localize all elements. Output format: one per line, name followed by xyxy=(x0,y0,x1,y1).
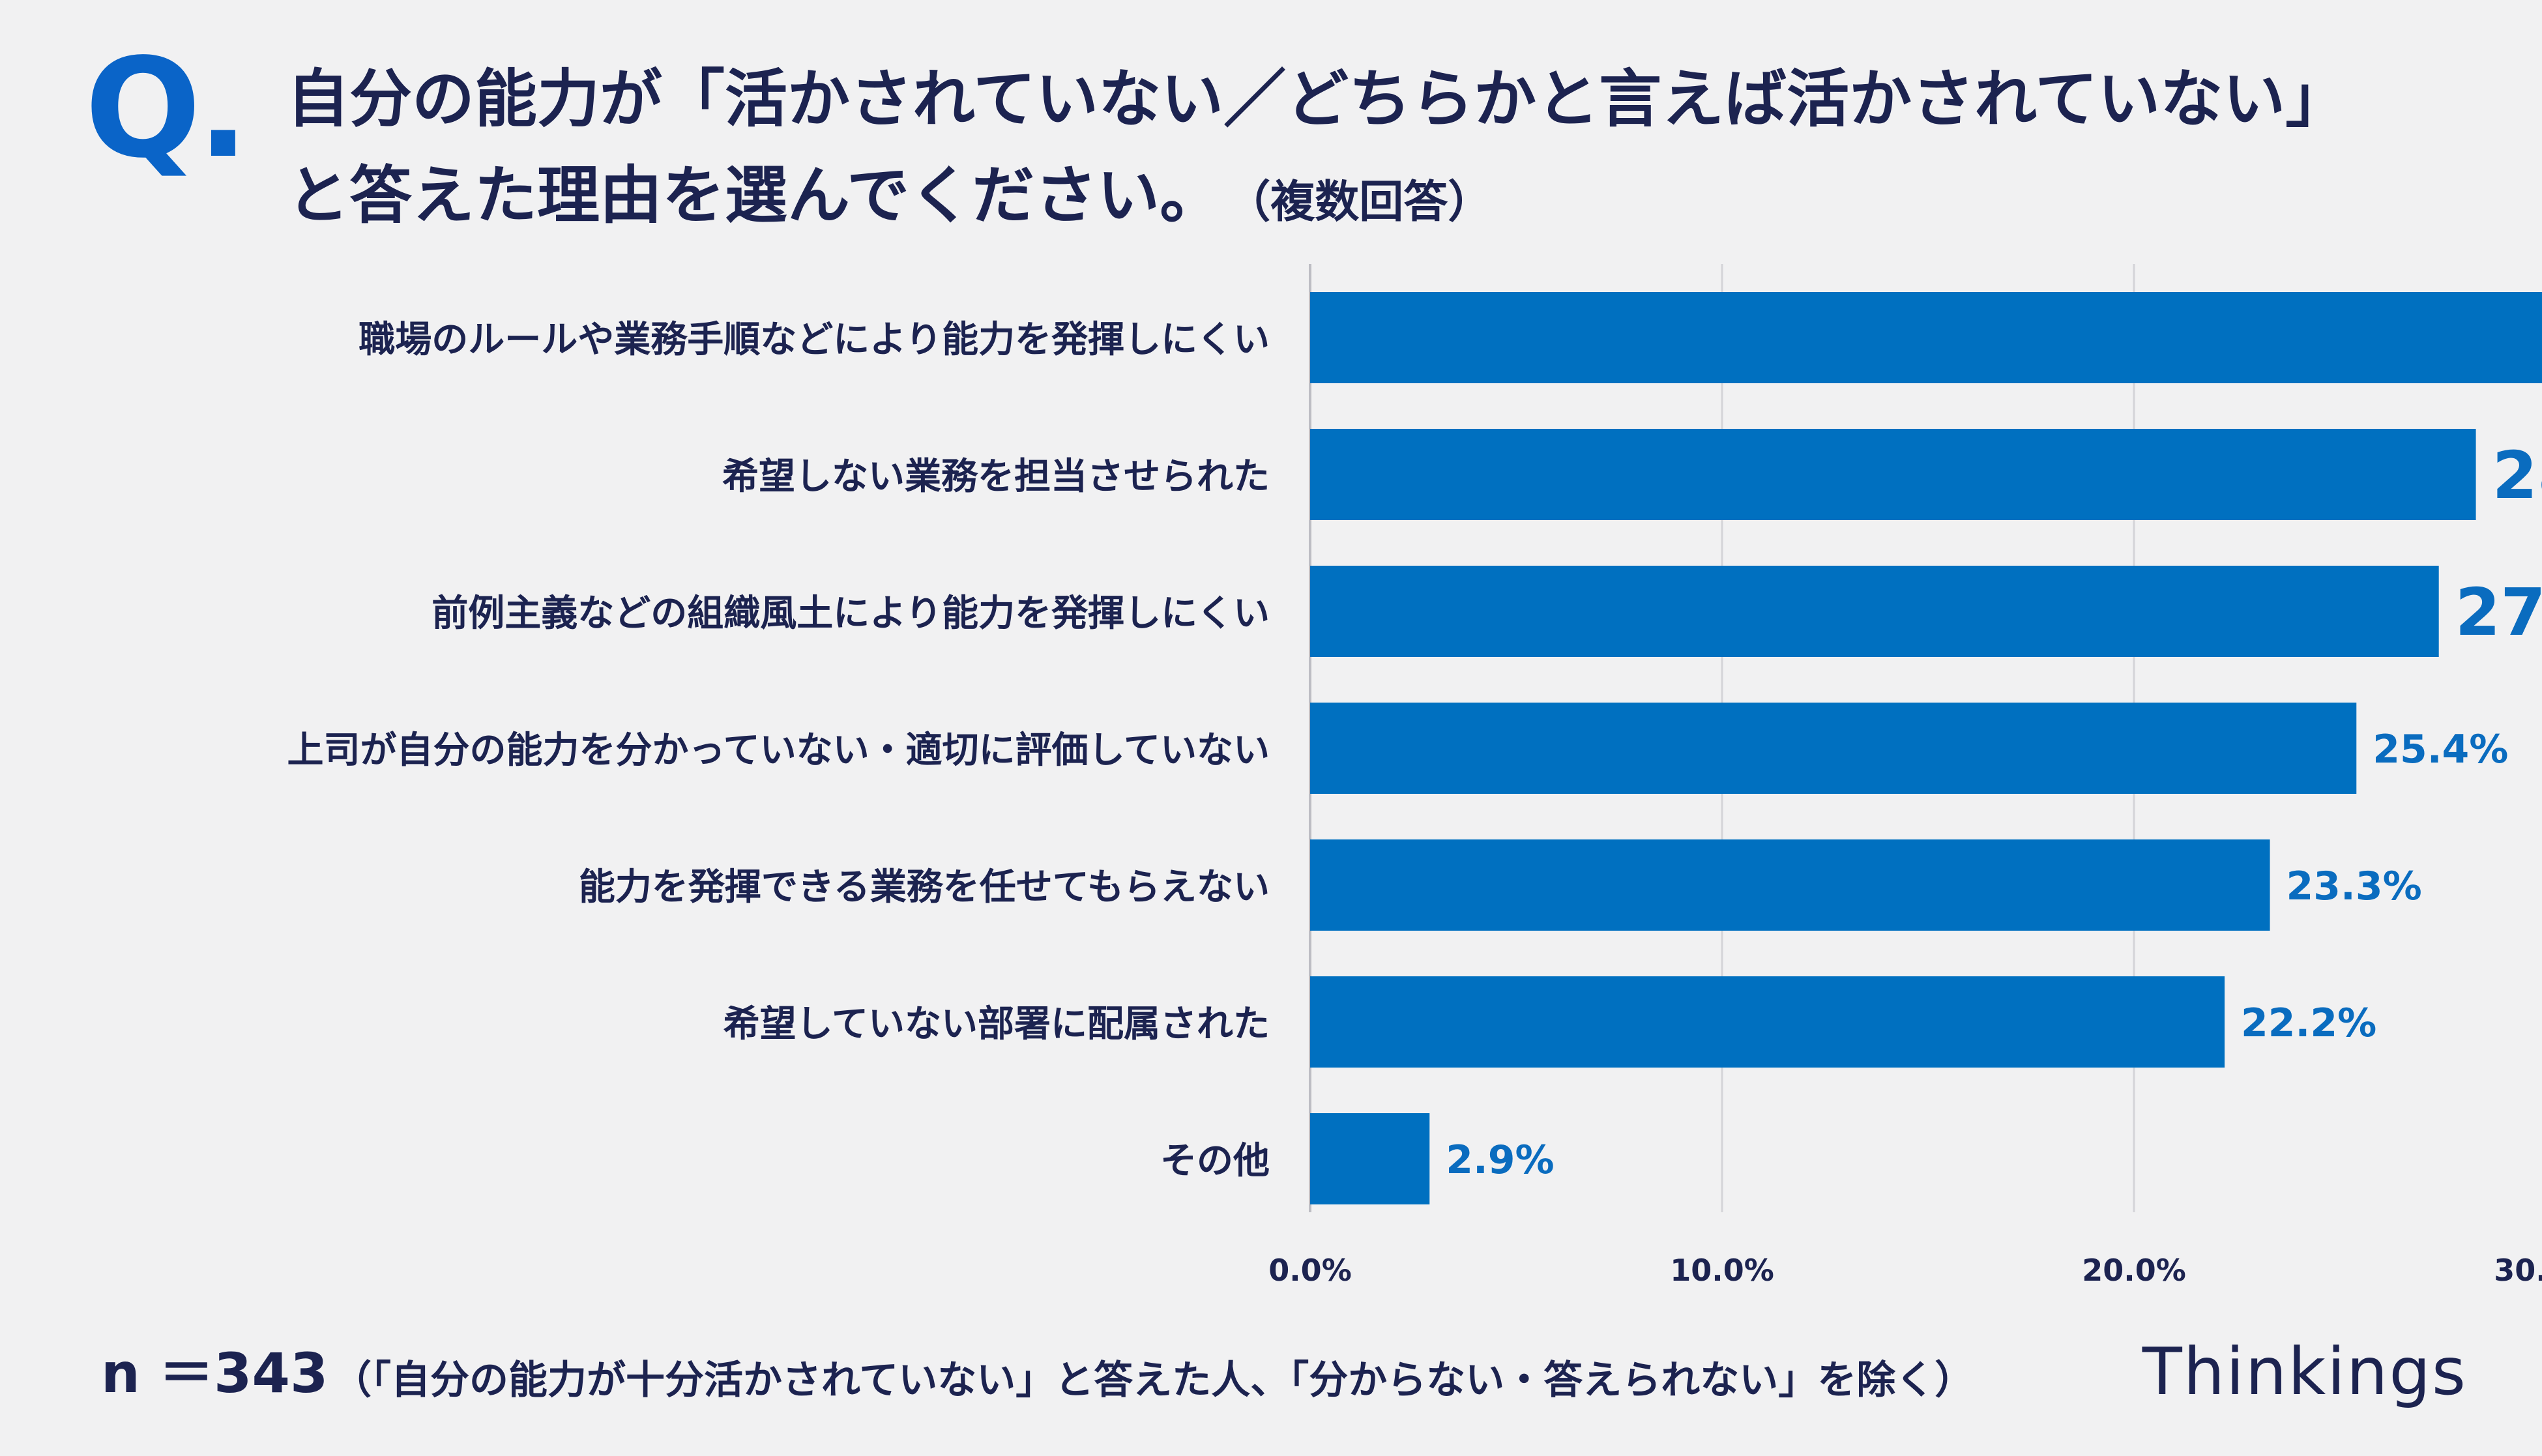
category-label: その他 xyxy=(1160,1140,1270,1182)
category-label: 希望していない部署に配属された xyxy=(723,1003,1270,1045)
category-label: 職場のルールや業務手順などにより能力を発揮しにくい xyxy=(358,319,1270,361)
chart-bars xyxy=(1310,292,2542,1204)
question-mark: Q. xyxy=(85,29,249,188)
category-label: 前例主義などの組織風土により能力を発揮しにくい xyxy=(431,592,1270,635)
chart-labels: 0.0%10.0%20.0%30.0%40.0%50.0%職場のルールや業務手順… xyxy=(287,319,2542,1288)
value-label: 27.4% xyxy=(2455,574,2542,650)
bar xyxy=(1310,292,2542,383)
bar xyxy=(1310,976,2225,1068)
x-tick-label: 30.0% xyxy=(2494,1253,2542,1288)
x-tick-label: 0.0% xyxy=(1268,1253,1352,1288)
bar xyxy=(1310,566,2439,657)
value-label: 28.3% xyxy=(2492,437,2542,514)
value-label: 25.4% xyxy=(2373,727,2508,772)
sample-note: （「自分の能力が十分活かされていない」と答えた人、「分からない・答えられない」を… xyxy=(332,1358,1974,1403)
bar xyxy=(1310,839,2270,931)
brand-logo: Thinkings xyxy=(2142,1333,2467,1410)
value-label: 2.9% xyxy=(1446,1137,1554,1183)
question-line-2-wrap: と答えた理由を選んでください。 （複数回答） xyxy=(287,147,2438,251)
value-label: 22.2% xyxy=(2241,1000,2376,1046)
sample-size: n ＝343 xyxy=(101,1341,329,1405)
x-tick-label: 20.0% xyxy=(2082,1253,2186,1288)
question-line-2: と答えた理由を選んでください。 xyxy=(287,159,1223,232)
question-note: （複数回答） xyxy=(1248,177,1493,228)
x-tick-label: 10.0% xyxy=(1670,1253,1774,1288)
bar xyxy=(1310,429,2476,520)
question-title: 自分の能力が「活かされていない／どちらかと言えば活かされていない」 と答えた理由… xyxy=(287,51,2438,251)
category-label: 上司が自分の能力を分かっていない・適切に評価していない xyxy=(287,729,1270,772)
value-label: 23.3% xyxy=(2286,864,2422,909)
question-line-1: 自分の能力が「活かされていない／どちらかと言えば活かされていない」 xyxy=(287,63,2348,136)
category-label: 能力を発揮できる業務を任せてもらえない xyxy=(579,866,1270,909)
bar xyxy=(1310,1113,1430,1204)
bar xyxy=(1310,703,2357,794)
category-label: 希望しない業務を担当させられた xyxy=(722,456,1270,498)
